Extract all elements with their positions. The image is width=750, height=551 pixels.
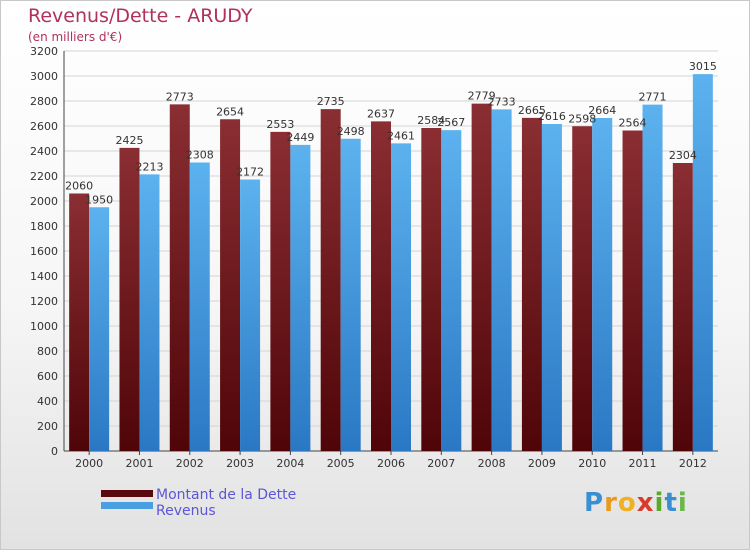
revenus-value-label: 2771 (639, 91, 667, 104)
revenus-bar (139, 174, 160, 451)
revenus-value-label: 1950 (85, 193, 113, 206)
revenus-bar (491, 109, 512, 451)
revenus-bar (89, 207, 110, 451)
x-tick-label: 2004 (276, 457, 304, 470)
x-tick-label: 2011 (629, 457, 657, 470)
revenus-value-label: 2567 (437, 116, 465, 129)
debt-bar (672, 163, 693, 451)
debt-value-label: 2564 (619, 117, 647, 130)
bars (69, 74, 713, 451)
revenus-value-label: 2498 (337, 125, 365, 138)
y-tick-label: 600 (37, 370, 58, 383)
legend-swatch-revenus (101, 502, 153, 509)
debt-value-label: 2779 (468, 90, 496, 103)
revenus-bar (391, 143, 411, 451)
debt-bar (169, 104, 190, 451)
y-tick-label: 2600 (30, 120, 58, 133)
debt-value-label: 2598 (568, 112, 596, 125)
legend-label-revenus: Revenus (156, 503, 216, 519)
revenus-bar (642, 104, 663, 451)
debt-value-label: 2735 (317, 95, 345, 108)
revenus-bar (592, 118, 613, 451)
y-tick-label: 200 (37, 420, 58, 433)
revenus-value-label: 2308 (186, 149, 214, 162)
debt-bar (119, 147, 140, 451)
revenus-value-label: 2461 (387, 129, 415, 142)
chart-title: Revenus/Dette - ARUDY (28, 5, 253, 27)
debt-bar (521, 117, 542, 451)
debt-value-label: 2553 (266, 118, 294, 131)
x-tick-label: 2003 (226, 457, 254, 470)
debt-value-label: 2584 (417, 114, 445, 127)
debt-bar (69, 193, 90, 451)
x-axis-ticks: 2000 2001 2002 2003 2004 2005 2006 2007 2008 2009… (75, 451, 707, 470)
y-tick-label: 2400 (30, 145, 58, 158)
x-tick-label: 2012 (679, 457, 707, 470)
debt-value-label: 2425 (115, 134, 143, 147)
x-tick-label: 2009 (528, 457, 556, 470)
y-tick-label: 1800 (30, 220, 58, 233)
revenus-bar (189, 162, 210, 451)
debt-value-label: 2637 (367, 107, 395, 120)
debt-value-label: 2304 (669, 149, 697, 162)
y-axis-ticks: 0 200 400 600 800 1000 1200 1400 1600 1800 2000 220… (30, 45, 58, 458)
y-tick-label: 2000 (30, 195, 58, 208)
revenus-bar (441, 130, 462, 451)
debt-bar (421, 128, 442, 451)
y-tick-label: 3000 (30, 70, 58, 83)
y-tick-label: 1600 (30, 245, 58, 258)
x-tick-label: 2001 (125, 457, 153, 470)
revenus-value-label: 2172 (236, 166, 264, 179)
debt-bar (572, 126, 593, 451)
x-tick-label: 2007 (427, 457, 455, 470)
revenus-value-label: 2733 (488, 95, 516, 108)
debt-bar (371, 121, 391, 451)
revenus-bar (692, 74, 713, 451)
y-tick-label: 1400 (30, 270, 58, 283)
x-tick-label: 2010 (578, 457, 606, 470)
debt-bar (320, 109, 341, 451)
revenus-value-label: 3015 (689, 60, 717, 73)
y-tick-label: 2200 (30, 170, 58, 183)
legend-label-debt: Montant de la Dette (156, 487, 297, 503)
y-tick-label: 1000 (30, 320, 58, 333)
y-tick-label: 2800 (30, 95, 58, 108)
debt-bar (622, 130, 643, 451)
revenus-bar (340, 138, 361, 451)
debt-value-label: 2060 (65, 180, 93, 193)
revenus-bar (290, 144, 311, 451)
x-tick-label: 2000 (75, 457, 103, 470)
x-tick-label: 2002 (176, 457, 204, 470)
x-tick-label: 2005 (327, 457, 355, 470)
legend-swatch-debt (101, 490, 153, 497)
debt-value-label: 2665 (518, 104, 546, 117)
y-tick-label: 400 (37, 395, 58, 408)
revenus-value-label: 2213 (135, 160, 163, 173)
x-tick-label: 2006 (377, 457, 405, 470)
debt-value-label: 2654 (216, 105, 244, 118)
y-tick-label: 1200 (30, 295, 58, 308)
proxiti-logo: Proxiti (584, 488, 688, 518)
chart-subtitle: (en milliers d'€) (28, 30, 123, 44)
debt-bar (220, 119, 241, 451)
y-tick-label: 3200 (30, 45, 58, 58)
y-tick-label: 800 (37, 345, 58, 358)
debt-bar (471, 103, 492, 451)
revenus-value-label: 2616 (538, 110, 566, 123)
revenus-value-label: 2664 (588, 104, 616, 117)
revenus-bar (240, 179, 261, 451)
x-tick-label: 2008 (478, 457, 506, 470)
debt-value-label: 2773 (166, 90, 194, 103)
revenus-value-label: 2449 (286, 131, 314, 144)
revenus-bar (541, 124, 562, 451)
debt-bar (270, 131, 291, 451)
y-tick-label: 0 (51, 445, 58, 458)
